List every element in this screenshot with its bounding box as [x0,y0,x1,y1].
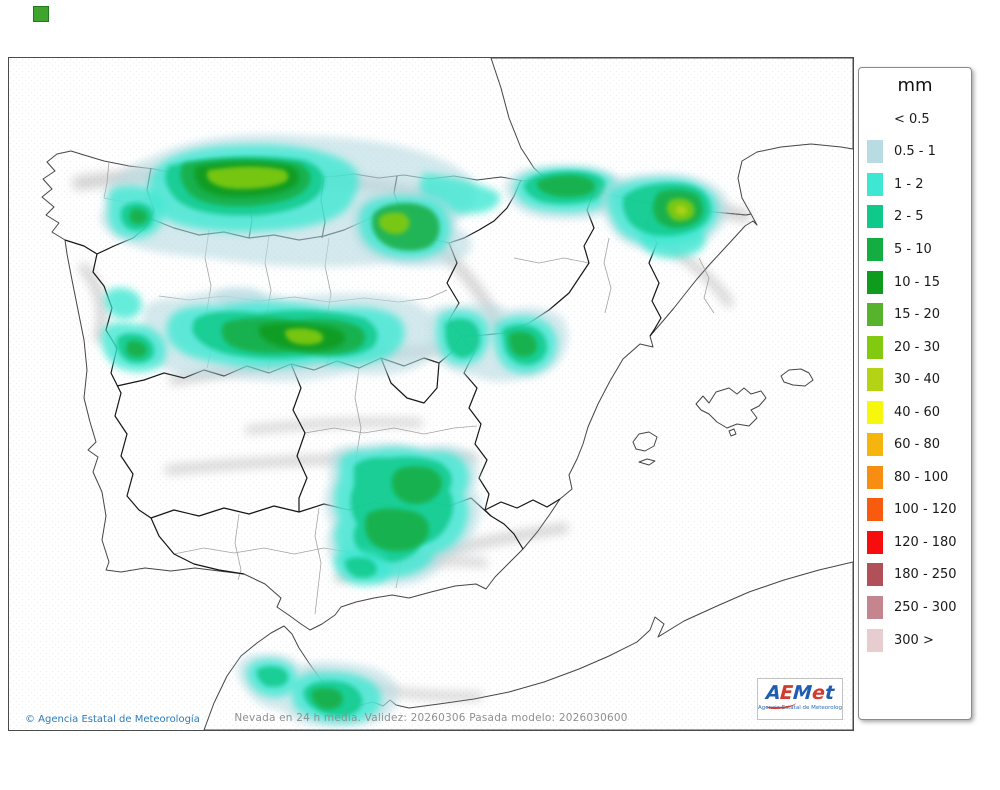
legend-label: 1 - 2 [894,176,924,192]
legend-row: 0.5 - 1 [859,136,971,169]
precip-pyrenees-west [504,165,625,220]
legend-swatch [867,563,883,587]
legend-swatch [867,335,883,359]
legend-row: 250 - 300 [859,591,971,624]
legend-swatch [867,303,883,327]
legend-row: < 0.5 [859,103,971,136]
legend-row: 30 - 40 [859,363,971,396]
precip-cazorla-segura [324,442,482,586]
precip-demanda [351,190,456,264]
legend-label: 0.5 - 1 [894,144,936,160]
legend-row: 60 - 80 [859,428,971,461]
precipitation-layer [100,134,728,728]
legend-swatch [867,205,883,229]
precip-malaga-coast [333,549,391,586]
aemet-logo-subtitle: Agencia Estatal de Meteorología [758,705,843,711]
legend-swatch [867,498,883,522]
island-mallorca [695,387,767,429]
legend-swatch [867,628,883,652]
island-cabrera [728,428,737,437]
legend-label: 120 - 180 [894,534,957,550]
island-menorca [780,368,814,387]
aemet-logo: AEMet Agencia Estatal de Meteorología [757,678,843,720]
precip-iberico [425,303,569,382]
precip-galicia-west [107,185,165,239]
legend-row: 180 - 250 [859,559,971,592]
legend-swatch [867,433,883,457]
legend-row: 1 - 2 [859,168,971,201]
legend-label: 100 - 120 [894,502,957,518]
legend-label: 80 - 100 [894,469,949,485]
legend-row: 10 - 15 [859,266,971,299]
legend-swatch [867,270,883,294]
legend-row: 20 - 30 [859,331,971,364]
legend-swatch [867,595,883,619]
legend-label: 2 - 5 [894,209,924,225]
logo-letter: t [824,682,836,704]
legend-label: 10 - 15 [894,274,941,290]
island-ibiza [632,431,658,452]
legend-row: 5 - 10 [859,233,971,266]
border-portugal-spain [64,239,245,575]
land-africa [203,561,853,730]
legend-row: 40 - 60 [859,396,971,429]
legend-rows: < 0.5 0.5 - 1 1 - 2 2 - 5 5 - 10 10 - 15 15 - … [859,103,971,656]
island-formentera [638,458,656,466]
legend-row: 120 - 180 [859,526,971,559]
legend-swatch [867,140,883,164]
legend-label: 30 - 40 [894,372,941,388]
legend-panel: mm < 0.5 0.5 - 1 1 - 2 2 - 5 5 - 10 10 - 15 15… [858,67,972,720]
copyright-text: © Agencia Estatal de Meteorología [25,714,200,725]
legend-title: mm [897,75,933,96]
legend-row: 300 > [859,624,971,657]
legend-label: 300 > [894,632,934,648]
legend-label: 60 - 80 [894,437,941,453]
legend-row: 15 - 20 [859,298,971,331]
balearic-islands [632,368,814,466]
legend-label: 40 - 60 [894,404,941,420]
precip-pyrenees-east [600,173,728,259]
precip-sistema-central [101,287,436,382]
precip-morocco [237,653,398,728]
legend-label: 180 - 250 [894,567,957,583]
legend-swatch [867,172,883,196]
legend-swatch [867,400,883,424]
legend-label: 20 - 30 [894,339,941,355]
legend-label: 15 - 20 [894,307,941,323]
corner-marker [33,6,49,22]
legend-label: < 0.5 [894,111,930,127]
map-canvas [9,58,853,730]
legend-label: 250 - 300 [894,599,957,615]
logo-swoosh-icon [766,700,796,709]
legend-row: 80 - 100 [859,461,971,494]
map-frame: © Agencia Estatal de Meteorología Nevada… [8,57,854,731]
legend-label: 5 - 10 [894,241,932,257]
legend-swatch [867,237,883,261]
legend-swatch [867,530,883,554]
legend-row: 100 - 120 [859,494,971,527]
legend-row: 2 - 5 [859,201,971,234]
legend-swatch [867,368,883,392]
map-caption: Nevada en 24 h media. Validez: 20260306 … [234,712,628,724]
legend-swatch [867,465,883,489]
